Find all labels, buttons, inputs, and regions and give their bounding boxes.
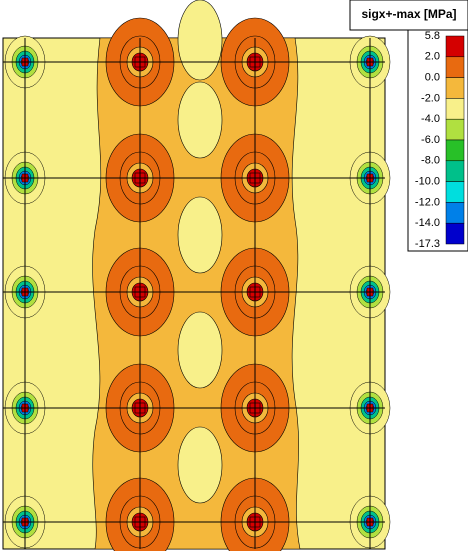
legend-swatch (445, 35, 465, 58)
legend: 5.8 2.0 0.0 -2.0 -4.0 -6.0 -8.0 -10.0 -12.0 -14.0… (415, 30, 465, 250)
legend-title: sigx+-max [MPa] (361, 7, 456, 21)
legend-level: -6.0 (421, 134, 440, 146)
pale-zone (177, 0, 223, 81)
legend-swatch (445, 181, 465, 203)
legend-level: -4.0 (421, 113, 440, 125)
legend-swatch (445, 139, 465, 162)
legend-level: -8.0 (421, 155, 440, 167)
pale-zone (177, 81, 223, 159)
pale-zone (177, 311, 223, 389)
legend-level: 5.8 (425, 30, 440, 42)
legend-swatch (445, 202, 465, 224)
legend-level: -12.0 (415, 196, 440, 208)
legend-level: -2.0 (421, 92, 440, 104)
mesh-lines (3, 38, 385, 549)
legend-swatch (445, 222, 465, 245)
legend-level: 2.0 (425, 51, 440, 63)
legend-swatch (445, 77, 465, 99)
legend-level: -14.0 (415, 217, 440, 229)
legend-swatch (445, 98, 465, 120)
legend-swatch (445, 118, 465, 141)
legend-swatch (445, 56, 465, 78)
legend-title-box (349, 0, 468, 31)
pale-zone (177, 196, 223, 274)
legend-level: -17.3 (415, 238, 440, 250)
legend-swatch (445, 160, 465, 182)
legend-level: -10.0 (415, 176, 440, 188)
pale-zone (177, 426, 223, 504)
legend-level: 0.0 (425, 72, 440, 84)
